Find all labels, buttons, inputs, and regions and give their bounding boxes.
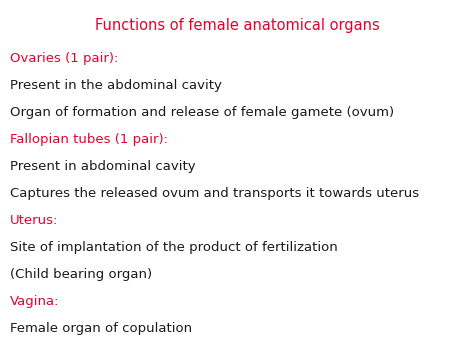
Text: Fallopian tubes (1 pair):: Fallopian tubes (1 pair): [10,133,168,146]
Text: Vagina:: Vagina: [10,295,60,308]
Text: Present in the abdominal cavity: Present in the abdominal cavity [10,79,222,92]
Text: (Child bearing organ): (Child bearing organ) [10,268,152,281]
Text: Organ of formation and release of female gamete (ovum): Organ of formation and release of female… [10,106,394,119]
Text: Captures the released ovum and transports it towards uterus: Captures the released ovum and transport… [10,187,419,200]
Text: Uterus:: Uterus: [10,214,58,227]
Text: Female organ of copulation: Female organ of copulation [10,322,192,335]
Text: Present in abdominal cavity: Present in abdominal cavity [10,160,196,173]
Text: Functions of female anatomical organs: Functions of female anatomical organs [95,18,379,33]
Text: Ovaries (1 pair):: Ovaries (1 pair): [10,52,118,65]
Text: Site of implantation of the product of fertilization: Site of implantation of the product of f… [10,241,338,254]
